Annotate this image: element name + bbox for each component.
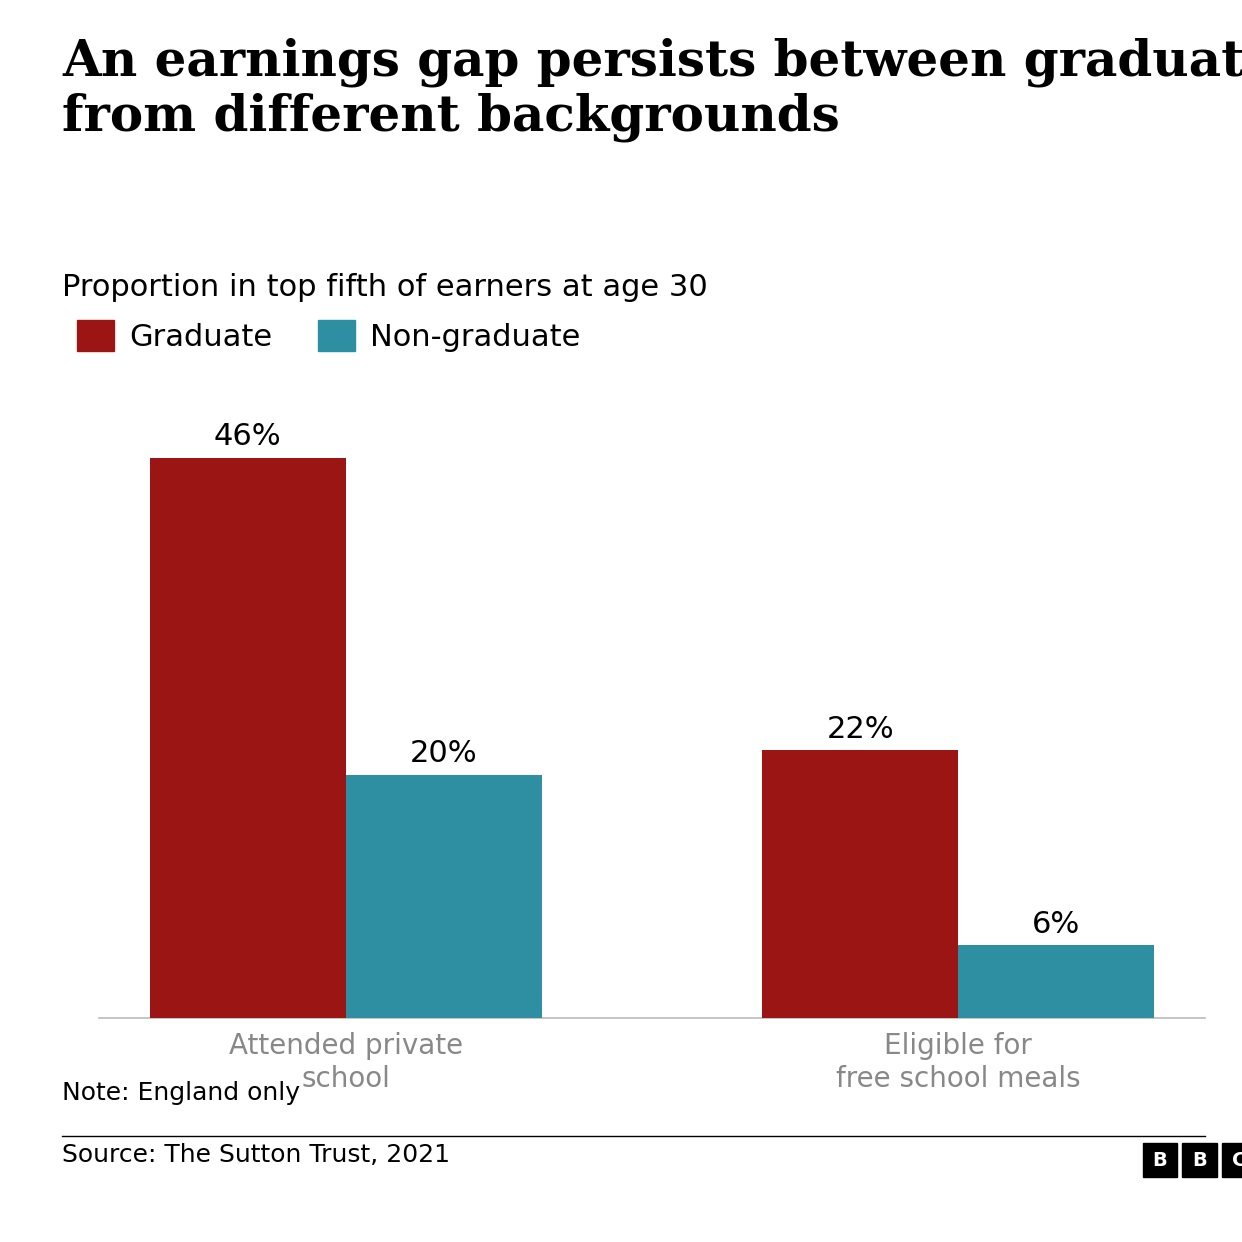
Text: Source: The Sutton Trust, 2021: Source: The Sutton Trust, 2021	[62, 1143, 450, 1166]
Text: Note: England only: Note: England only	[62, 1081, 301, 1104]
Bar	[149, 457, 345, 1018]
Bar	[345, 775, 542, 1018]
Text: Proportion in top fifth of earners at age 30: Proportion in top fifth of earners at ag…	[62, 273, 708, 302]
Text: 46%: 46%	[214, 422, 282, 451]
Text: 6%: 6%	[1032, 910, 1081, 939]
Text: B: B	[1192, 1150, 1207, 1170]
Bar	[959, 945, 1155, 1018]
Text: C: C	[1232, 1150, 1242, 1170]
Text: 20%: 20%	[410, 739, 477, 769]
Text: An earnings gap persists between graduates
from different backgrounds: An earnings gap persists between graduat…	[62, 37, 1242, 142]
Bar	[763, 750, 959, 1018]
Legend: Graduate, Non-graduate: Graduate, Non-graduate	[77, 319, 580, 351]
Text: B: B	[1153, 1150, 1167, 1170]
Text: 22%: 22%	[827, 715, 894, 744]
